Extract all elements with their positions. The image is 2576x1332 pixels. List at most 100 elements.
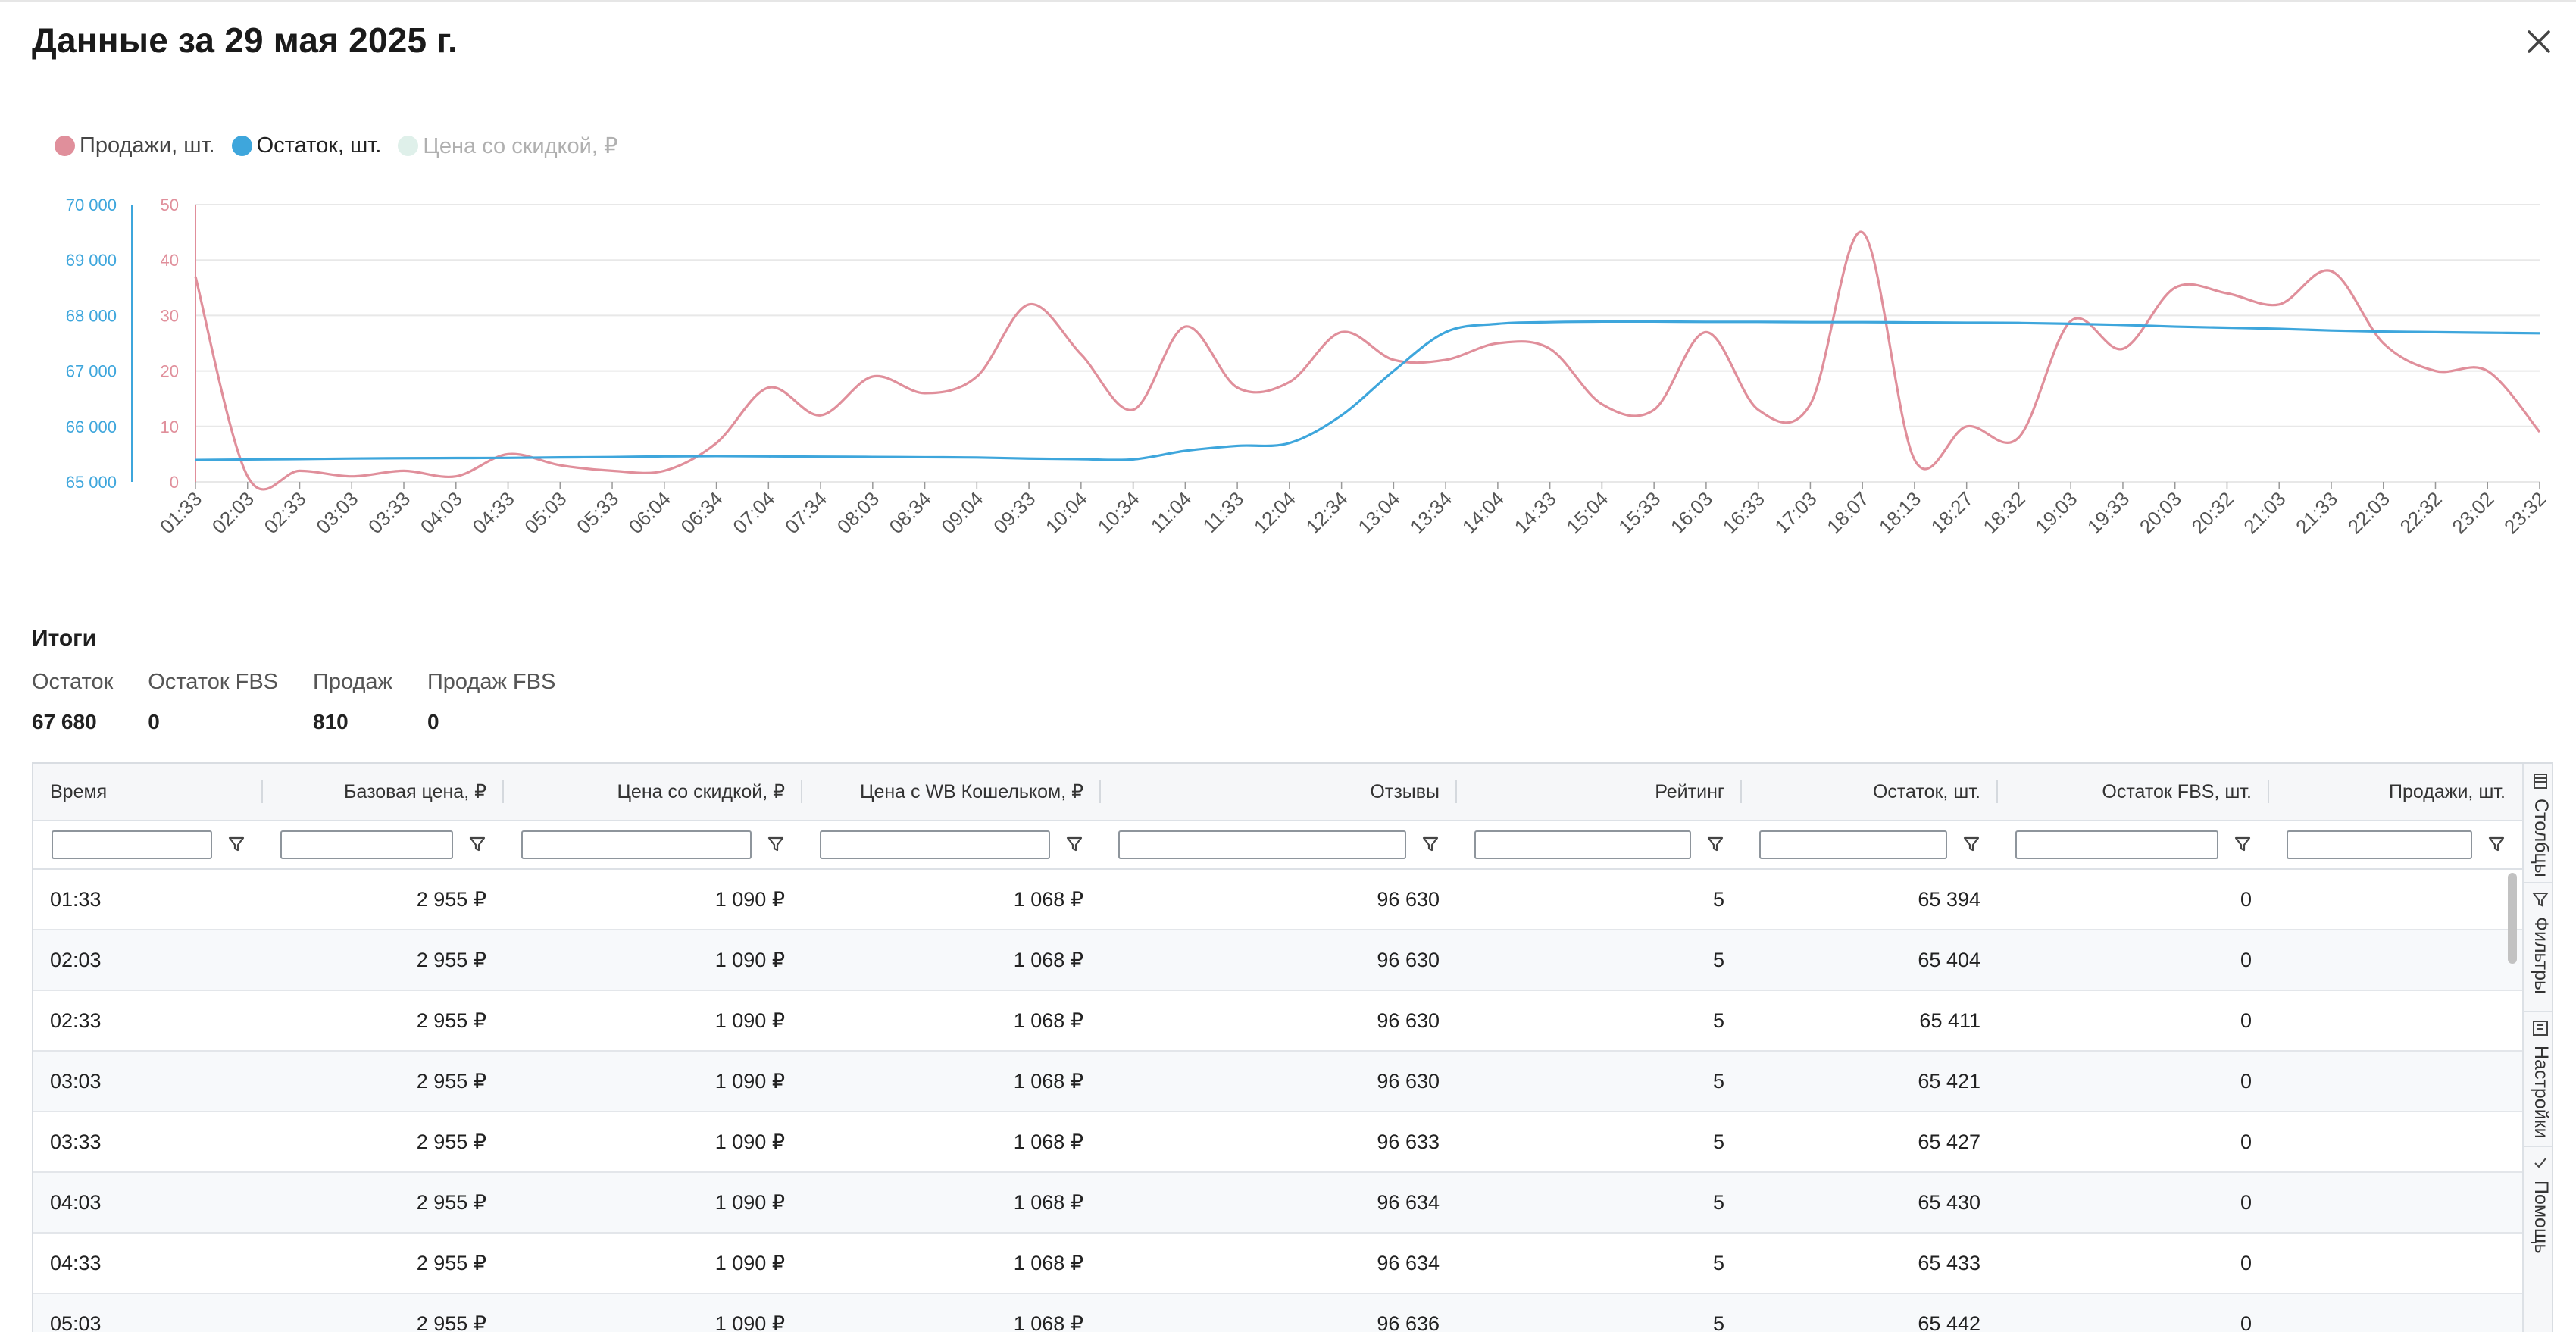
table-cell: 2 955 ₽: [416, 888, 486, 911]
filter-icon[interactable]: [2232, 833, 2253, 855]
column-resize-handle[interactable]: [502, 780, 504, 803]
legend-item-price[interactable]: Цена со скидкой, ₽: [398, 133, 617, 159]
table-cell: 96 630: [1377, 1009, 1440, 1032]
filter-icon[interactable]: [226, 833, 247, 855]
filter-input-5[interactable]: [1474, 830, 1691, 859]
stock-tick-label: 65 000: [66, 473, 117, 492]
total-sales-value: 810: [313, 710, 349, 733]
table-cell: 01:33: [50, 888, 102, 911]
x-tick-label: 21:03: [2239, 487, 2290, 538]
vertical-scrollbar[interactable]: [2508, 873, 2517, 964]
table-cell: 1 090 ₽: [714, 1070, 785, 1093]
legend-item-stock[interactable]: Остаток, шт.: [231, 133, 381, 158]
column-header-4[interactable]: Отзывы: [1370, 781, 1440, 802]
filter-icon[interactable]: [2486, 833, 2507, 855]
column-resize-handle[interactable]: [801, 780, 802, 803]
x-tick-label: 04:33: [468, 487, 519, 538]
total-stock-fbs-label: Остаток FBS: [148, 670, 279, 694]
column-resize-handle[interactable]: [2268, 780, 2269, 803]
filter-input-7[interactable]: [2015, 830, 2218, 859]
column-resize-handle[interactable]: [1996, 780, 1998, 803]
filter-input-0[interactable]: [52, 830, 212, 859]
filter-input-1[interactable]: [280, 830, 453, 859]
filter-icon[interactable]: [765, 833, 786, 855]
filter-input-4[interactable]: [1118, 830, 1406, 859]
filter-row: [33, 821, 2522, 870]
filter-icon[interactable]: [1064, 833, 1085, 855]
table-cell: 1 090 ₽: [714, 1130, 785, 1153]
table-cell: 2 955 ₽: [416, 1009, 486, 1032]
total-sales-label: Продаж: [313, 670, 392, 694]
column-resize-handle[interactable]: [1740, 780, 1742, 803]
column-resize-handle[interactable]: [261, 780, 263, 803]
x-tick-label: 21:33: [2291, 487, 2342, 538]
filter-icon[interactable]: [467, 833, 488, 855]
x-tick-label: 23:02: [2447, 487, 2498, 538]
filter-input-8[interactable]: [2287, 830, 2472, 859]
table-cell: 03:03: [50, 1070, 102, 1093]
table-cell: 1 068 ₽: [1013, 888, 1083, 911]
table-cell: 0: [2240, 1252, 2252, 1274]
table-row[interactable]: 02:03 2 955 ₽ 1 090 ₽ 1 068 ₽ 96 630 5 65 404 0: [33, 930, 2522, 991]
table-cell: 65 394: [1918, 888, 1980, 911]
x-tick-label: 01:33: [155, 487, 206, 538]
x-tick-label: 11:33: [1198, 487, 1248, 537]
table-cell: 5: [1712, 1070, 1724, 1093]
table-cell: 02:03: [50, 949, 102, 971]
filter-input-2[interactable]: [521, 830, 752, 859]
side-tab-0[interactable]: Столбцы: [2524, 764, 2552, 883]
x-tick-label: 13:34: [1405, 487, 1456, 538]
table-row[interactable]: 04:03 2 955 ₽ 1 090 ₽ 1 068 ₽ 96 634 5 65 430 0: [33, 1173, 2522, 1234]
filter-icon[interactable]: [1961, 833, 1982, 855]
side-tab-label: Настройки: [2531, 1046, 2552, 1139]
table-row[interactable]: 03:03 2 955 ₽ 1 090 ₽ 1 068 ₽ 96 630 5 65 421 0: [33, 1052, 2522, 1112]
x-tick-label: 14:33: [1510, 487, 1561, 538]
table-row[interactable]: 01:33 2 955 ₽ 1 090 ₽ 1 068 ₽ 96 630 5 65 394 0: [33, 870, 2522, 930]
table-cell: 0: [2240, 888, 2252, 911]
filter-icon[interactable]: [1705, 833, 1726, 855]
table-row[interactable]: 02:33 2 955 ₽ 1 090 ₽ 1 068 ₽ 96 630 5 65 411 0: [33, 991, 2522, 1052]
x-tick-label: 03:33: [364, 487, 414, 538]
table-row[interactable]: 04:33 2 955 ₽ 1 090 ₽ 1 068 ₽ 96 634 5 65 433 0: [33, 1234, 2522, 1294]
column-header-3[interactable]: Цена с WB Кошельком, ₽: [859, 781, 1083, 802]
column-resize-handle[interactable]: [1099, 780, 1101, 803]
x-tick-label: 18:13: [1874, 487, 1925, 538]
side-tab-1[interactable]: Фильтры: [2524, 882, 2552, 1012]
table-cell: 5: [1712, 888, 1724, 911]
side-tab-label: Фильтры: [2531, 917, 2552, 994]
table-cell: 0: [2240, 949, 2252, 971]
column-header-0[interactable]: Время: [50, 781, 108, 802]
filter-icon[interactable]: [1420, 833, 1441, 855]
column-header-7[interactable]: Остаток FBS, шт.: [2102, 781, 2252, 802]
column-header-6[interactable]: Остаток, шт.: [1872, 781, 1980, 802]
legend-item-sales[interactable]: Продажи, шт.: [55, 133, 215, 158]
column-header-2[interactable]: Цена со скидкой, ₽: [617, 781, 785, 802]
x-tick-label: 07:34: [780, 487, 831, 538]
total-sales-fbs-value: 0: [427, 710, 439, 733]
column-header-8[interactable]: Продажи, шт.: [2389, 781, 2506, 802]
column-header-1[interactable]: Базовая цена, ₽: [344, 781, 486, 802]
table-cell: 0: [2240, 1191, 2252, 1214]
data-table: Время Базовая цена, ₽ Цена со скидкой, ₽ Це…: [32, 762, 2553, 1332]
legend-dot-sales: [55, 135, 75, 156]
total-stock-value: 67 680: [32, 710, 97, 733]
filter-input-3[interactable]: [820, 830, 1050, 859]
total-stock-fbs: Остаток FBS 0: [148, 670, 278, 734]
table-cell: 96 634: [1377, 1191, 1440, 1214]
side-tab-2[interactable]: Настройки: [2524, 1011, 2552, 1147]
side-tab-label: Столбцы: [2531, 799, 2552, 877]
table-cell: 1 068 ₽: [1013, 1070, 1083, 1093]
column-resize-handle[interactable]: [1455, 780, 1457, 803]
table-row[interactable]: 05:03 2 955 ₽ 1 090 ₽ 1 068 ₽ 96 636 5 65 442 0: [33, 1294, 2522, 1332]
close-icon[interactable]: [2520, 23, 2558, 61]
side-tab-3[interactable]: Помощь: [2524, 1146, 2552, 1332]
table-row[interactable]: 03:33 2 955 ₽ 1 090 ₽ 1 068 ₽ 96 633 5 65 427 0: [33, 1112, 2522, 1173]
table-cell: 65 430: [1918, 1191, 1980, 1214]
filter-input-6[interactable]: [1759, 830, 1947, 859]
top-border: [0, 0, 2576, 2]
total-sales-fbs: Продаж FBS 0: [427, 670, 555, 734]
column-header-5[interactable]: Рейтинг: [1655, 781, 1724, 802]
x-tick-label: 06:34: [677, 487, 727, 538]
x-tick-label: 10:04: [1041, 487, 1092, 538]
x-tick-label: 13:04: [1353, 487, 1404, 538]
